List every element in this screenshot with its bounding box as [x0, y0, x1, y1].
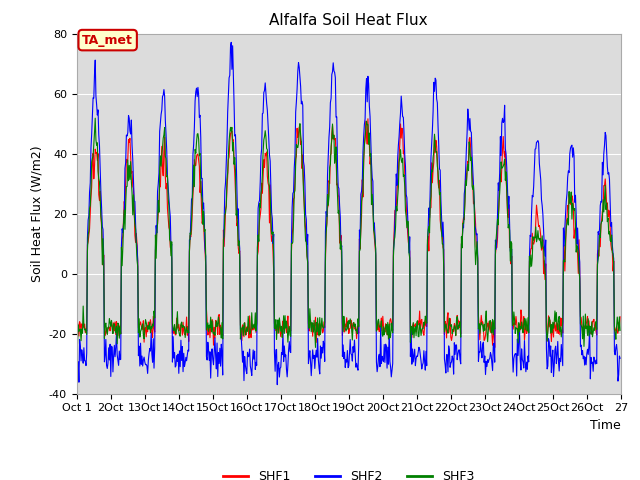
SHF2 — [137, 340, 145, 346]
SHF3 — [73, 312, 81, 317]
SHF1 — [73, 323, 81, 328]
SHF2 — [406, 234, 413, 240]
SHF3 — [138, 327, 145, 333]
SHF1 — [237, 322, 244, 328]
SHF3 — [285, 328, 292, 334]
SHF2 — [616, 355, 624, 361]
Line: SHF3: SHF3 — [77, 118, 620, 348]
SHF3 — [237, 326, 245, 332]
SHF3 — [436, 190, 444, 195]
Text: TA_met: TA_met — [82, 34, 133, 47]
SHF1 — [364, 116, 372, 121]
SHF1 — [491, 345, 499, 350]
Line: SHF2: SHF2 — [77, 42, 620, 384]
SHF3 — [312, 345, 319, 350]
SHF2 — [436, 167, 444, 173]
SHF1 — [264, 173, 271, 179]
Y-axis label: Soil Heat Flux (W/m2): Soil Heat Flux (W/m2) — [30, 145, 44, 282]
SHF2 — [237, 333, 245, 339]
SHF2 — [264, 120, 272, 126]
SHF2 — [227, 39, 235, 45]
SHF2 — [73, 353, 81, 359]
SHF3 — [406, 255, 413, 261]
SHF1 — [405, 244, 413, 250]
SHF3 — [92, 115, 99, 121]
Title: Alfalfa Soil Heat Flux: Alfalfa Soil Heat Flux — [269, 13, 428, 28]
SHF1 — [284, 313, 292, 319]
SHF3 — [616, 327, 624, 333]
SHF3 — [264, 160, 272, 166]
SHF1 — [137, 319, 145, 325]
SHF2 — [285, 339, 293, 345]
SHF1 — [616, 314, 624, 320]
X-axis label: Time: Time — [590, 419, 621, 432]
Line: SHF1: SHF1 — [77, 119, 620, 348]
Legend: SHF1, SHF2, SHF3: SHF1, SHF2, SHF3 — [218, 465, 480, 480]
SHF2 — [273, 382, 281, 387]
SHF1 — [436, 178, 444, 183]
